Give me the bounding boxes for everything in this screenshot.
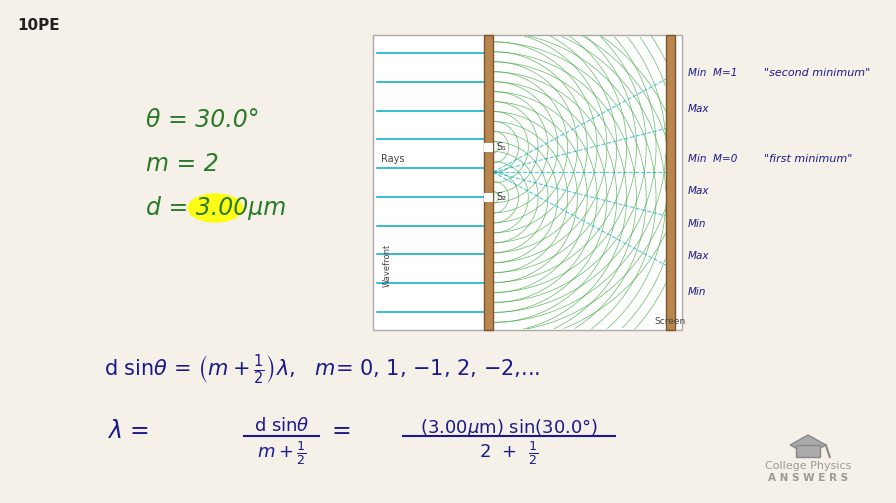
Text: θ = 30.0°: θ = 30.0° [146,108,260,132]
Text: Min: Min [687,287,706,297]
Text: Max: Max [687,252,709,261]
Text: 10PE: 10PE [18,18,60,33]
Text: Min  M=0: Min M=0 [687,154,737,164]
Text: d sin$\theta$: d sin$\theta$ [254,417,309,435]
Text: 2  +  $\frac{1}{2}$: 2 + $\frac{1}{2}$ [479,439,538,467]
Text: Rays: Rays [382,154,405,164]
Text: "second minimum": "second minimum" [763,68,870,78]
Text: Max: Max [687,104,709,114]
Text: =: = [332,419,351,443]
Text: "first minimum": "first minimum" [763,154,852,164]
Text: d sin$\theta$ = $\left(m + \frac{1}{2}\right)\lambda$,   $m$= 0, 1, $-$1, 2, $-$: d sin$\theta$ = $\left(m + \frac{1}{2}\r… [104,352,540,386]
Text: m = 2: m = 2 [146,152,219,176]
Text: (3.00$\mu$m) sin(30.0°): (3.00$\mu$m) sin(30.0°) [419,417,598,439]
Text: S₁: S₁ [495,142,506,152]
Polygon shape [790,435,826,455]
Text: $\lambda$ =: $\lambda$ = [107,419,151,443]
Bar [484,142,493,151]
Text: Max: Max [687,186,709,196]
Bar [797,445,820,457]
Bar [484,35,493,330]
Text: d = 3.00μm: d = 3.00μm [146,196,287,220]
Ellipse shape [188,194,243,222]
Bar [374,35,682,330]
Text: Screen: Screen [655,317,685,326]
Text: $m + \frac{1}{2}$: $m + \frac{1}{2}$ [256,439,306,467]
Text: S₂: S₂ [495,192,506,202]
Text: College Physics: College Physics [765,461,851,471]
Text: Min: Min [687,219,706,229]
Bar [666,35,675,330]
Text: Wavefront: Wavefront [383,243,392,287]
Text: A N S W E R S: A N S W E R S [768,473,849,483]
Bar [484,193,493,202]
Text: Min  M=1: Min M=1 [687,68,737,78]
